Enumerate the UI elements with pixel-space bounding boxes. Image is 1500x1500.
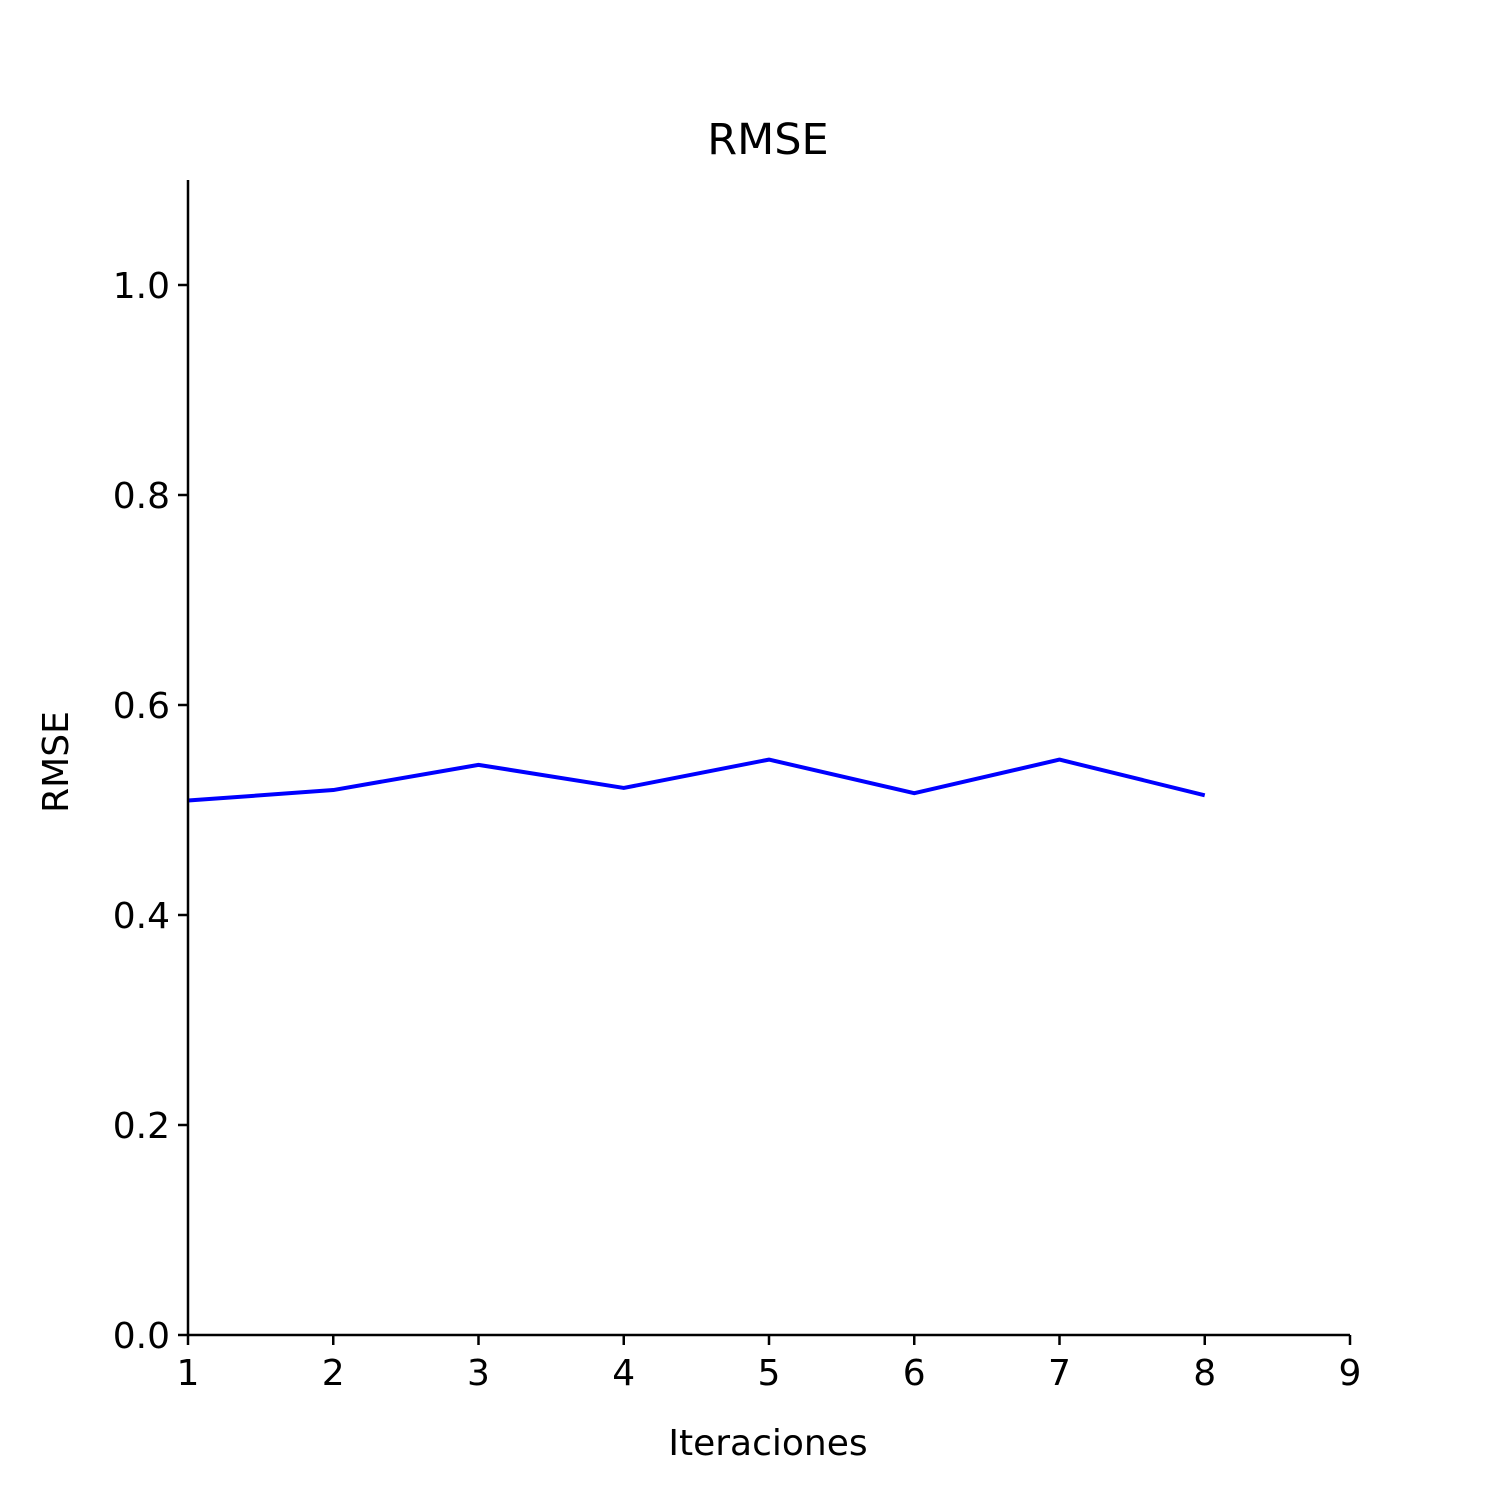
x-axis-title: Iteraciones bbox=[668, 1423, 867, 1464]
y-tick-label: 0.2 bbox=[113, 1106, 170, 1147]
chart-title: RMSE bbox=[707, 115, 828, 165]
plot-area bbox=[187, 757, 1206, 803]
x-tick-label: 1 bbox=[177, 1353, 200, 1394]
x-tick-label: 9 bbox=[1339, 1353, 1362, 1394]
x-tick-label: 8 bbox=[1193, 1353, 1216, 1394]
y-tick-label: 1.0 bbox=[113, 266, 170, 307]
y-axis: 0.0 0.2 0.4 0.6 0.8 1.0 bbox=[113, 180, 190, 1357]
y-tick-label: 0.8 bbox=[113, 476, 170, 517]
y-tick-label: 0.4 bbox=[113, 896, 170, 937]
x-tick-label: 7 bbox=[1048, 1353, 1071, 1394]
x-axis: 1 2 3 4 5 6 7 8 9 bbox=[177, 1333, 1362, 1394]
y-tick-label: 0.6 bbox=[113, 686, 170, 727]
x-tick-label: 6 bbox=[903, 1353, 926, 1394]
x-tick-label: 4 bbox=[612, 1353, 635, 1394]
series-line bbox=[187, 757, 1206, 803]
y-axis-title: RMSE bbox=[36, 711, 77, 813]
y-tick-label: 0.0 bbox=[113, 1316, 170, 1357]
x-tick-label: 5 bbox=[758, 1353, 781, 1394]
x-tick-label: 2 bbox=[322, 1353, 345, 1394]
x-tick-label: 3 bbox=[467, 1353, 490, 1394]
